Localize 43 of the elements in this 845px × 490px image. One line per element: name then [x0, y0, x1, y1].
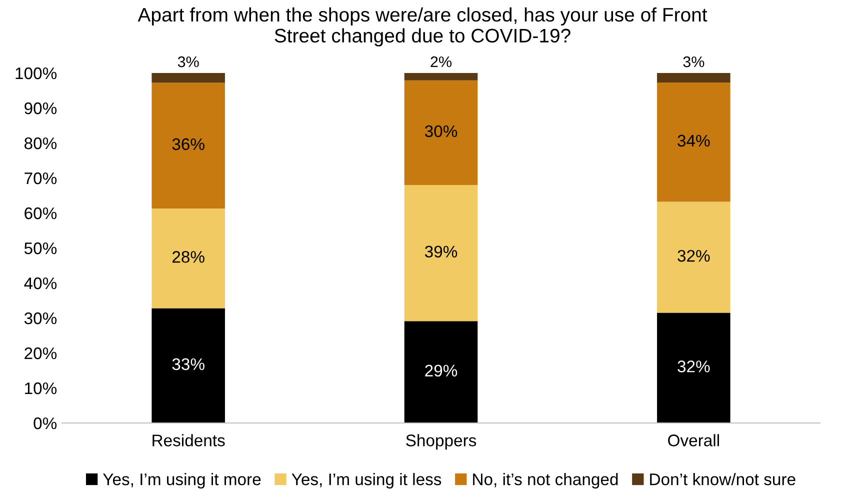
bar [152, 73, 225, 83]
y-tick-label: 0% [34, 417, 57, 430]
data-label: 28% [172, 250, 204, 263]
legend-label: No, it’s not changed [473, 473, 618, 489]
bar [404, 321, 478, 423]
y-tick-label: 70% [24, 172, 57, 184]
data-label: 32% [678, 250, 710, 262]
x-tick-label: Shoppers [406, 434, 476, 450]
data-label: 3% [178, 56, 199, 68]
legend-label: Yes, I’m using it less [292, 473, 442, 489]
bar [657, 312, 730, 423]
data-label: 34% [678, 134, 710, 147]
x-tick-label: Overall [668, 434, 719, 446]
bar [152, 208, 225, 308]
bar [404, 80, 478, 185]
bar [404, 185, 478, 322]
data-label: 32% [678, 360, 710, 372]
data-label: 29% [425, 364, 458, 377]
chart-title: Apart from when the shops were/are closed, has your use of Front Street changed due to COVID-19? [138, 7, 708, 46]
bar [657, 202, 730, 313]
y-tick-label: 30% [24, 312, 57, 324]
legend-label: Yes, I’m using it more [103, 473, 261, 489]
bar [657, 73, 730, 82]
y-tick-label: 20% [24, 347, 57, 360]
bar [657, 82, 730, 202]
data-label: 3% [683, 56, 704, 68]
x-tick-label: Residents [152, 434, 225, 446]
bar [404, 73, 478, 80]
y-tick-label: 100% [16, 67, 57, 80]
bar [152, 308, 225, 423]
y-tick-label: 40% [24, 277, 57, 290]
legend-label: Don’t know/not sure [650, 473, 796, 486]
y-tick-label: 50% [24, 242, 57, 254]
data-label: 36% [172, 138, 204, 150]
data-label: 39% [424, 246, 458, 258]
data-label: 33% [172, 358, 204, 370]
data-label: 30% [424, 125, 458, 138]
y-tick-label: 10% [25, 382, 57, 394]
y-tick-label: 90% [24, 102, 57, 114]
y-tick-label: 60% [24, 207, 57, 220]
data-label: 2% [430, 56, 452, 68]
bar [152, 82, 225, 208]
y-tick-label: 80% [24, 137, 57, 150]
